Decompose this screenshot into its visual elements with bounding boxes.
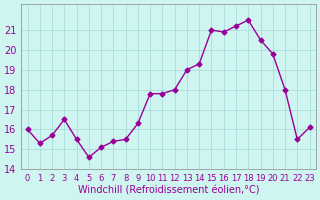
X-axis label: Windchill (Refroidissement éolien,°C): Windchill (Refroidissement éolien,°C)	[78, 186, 259, 196]
